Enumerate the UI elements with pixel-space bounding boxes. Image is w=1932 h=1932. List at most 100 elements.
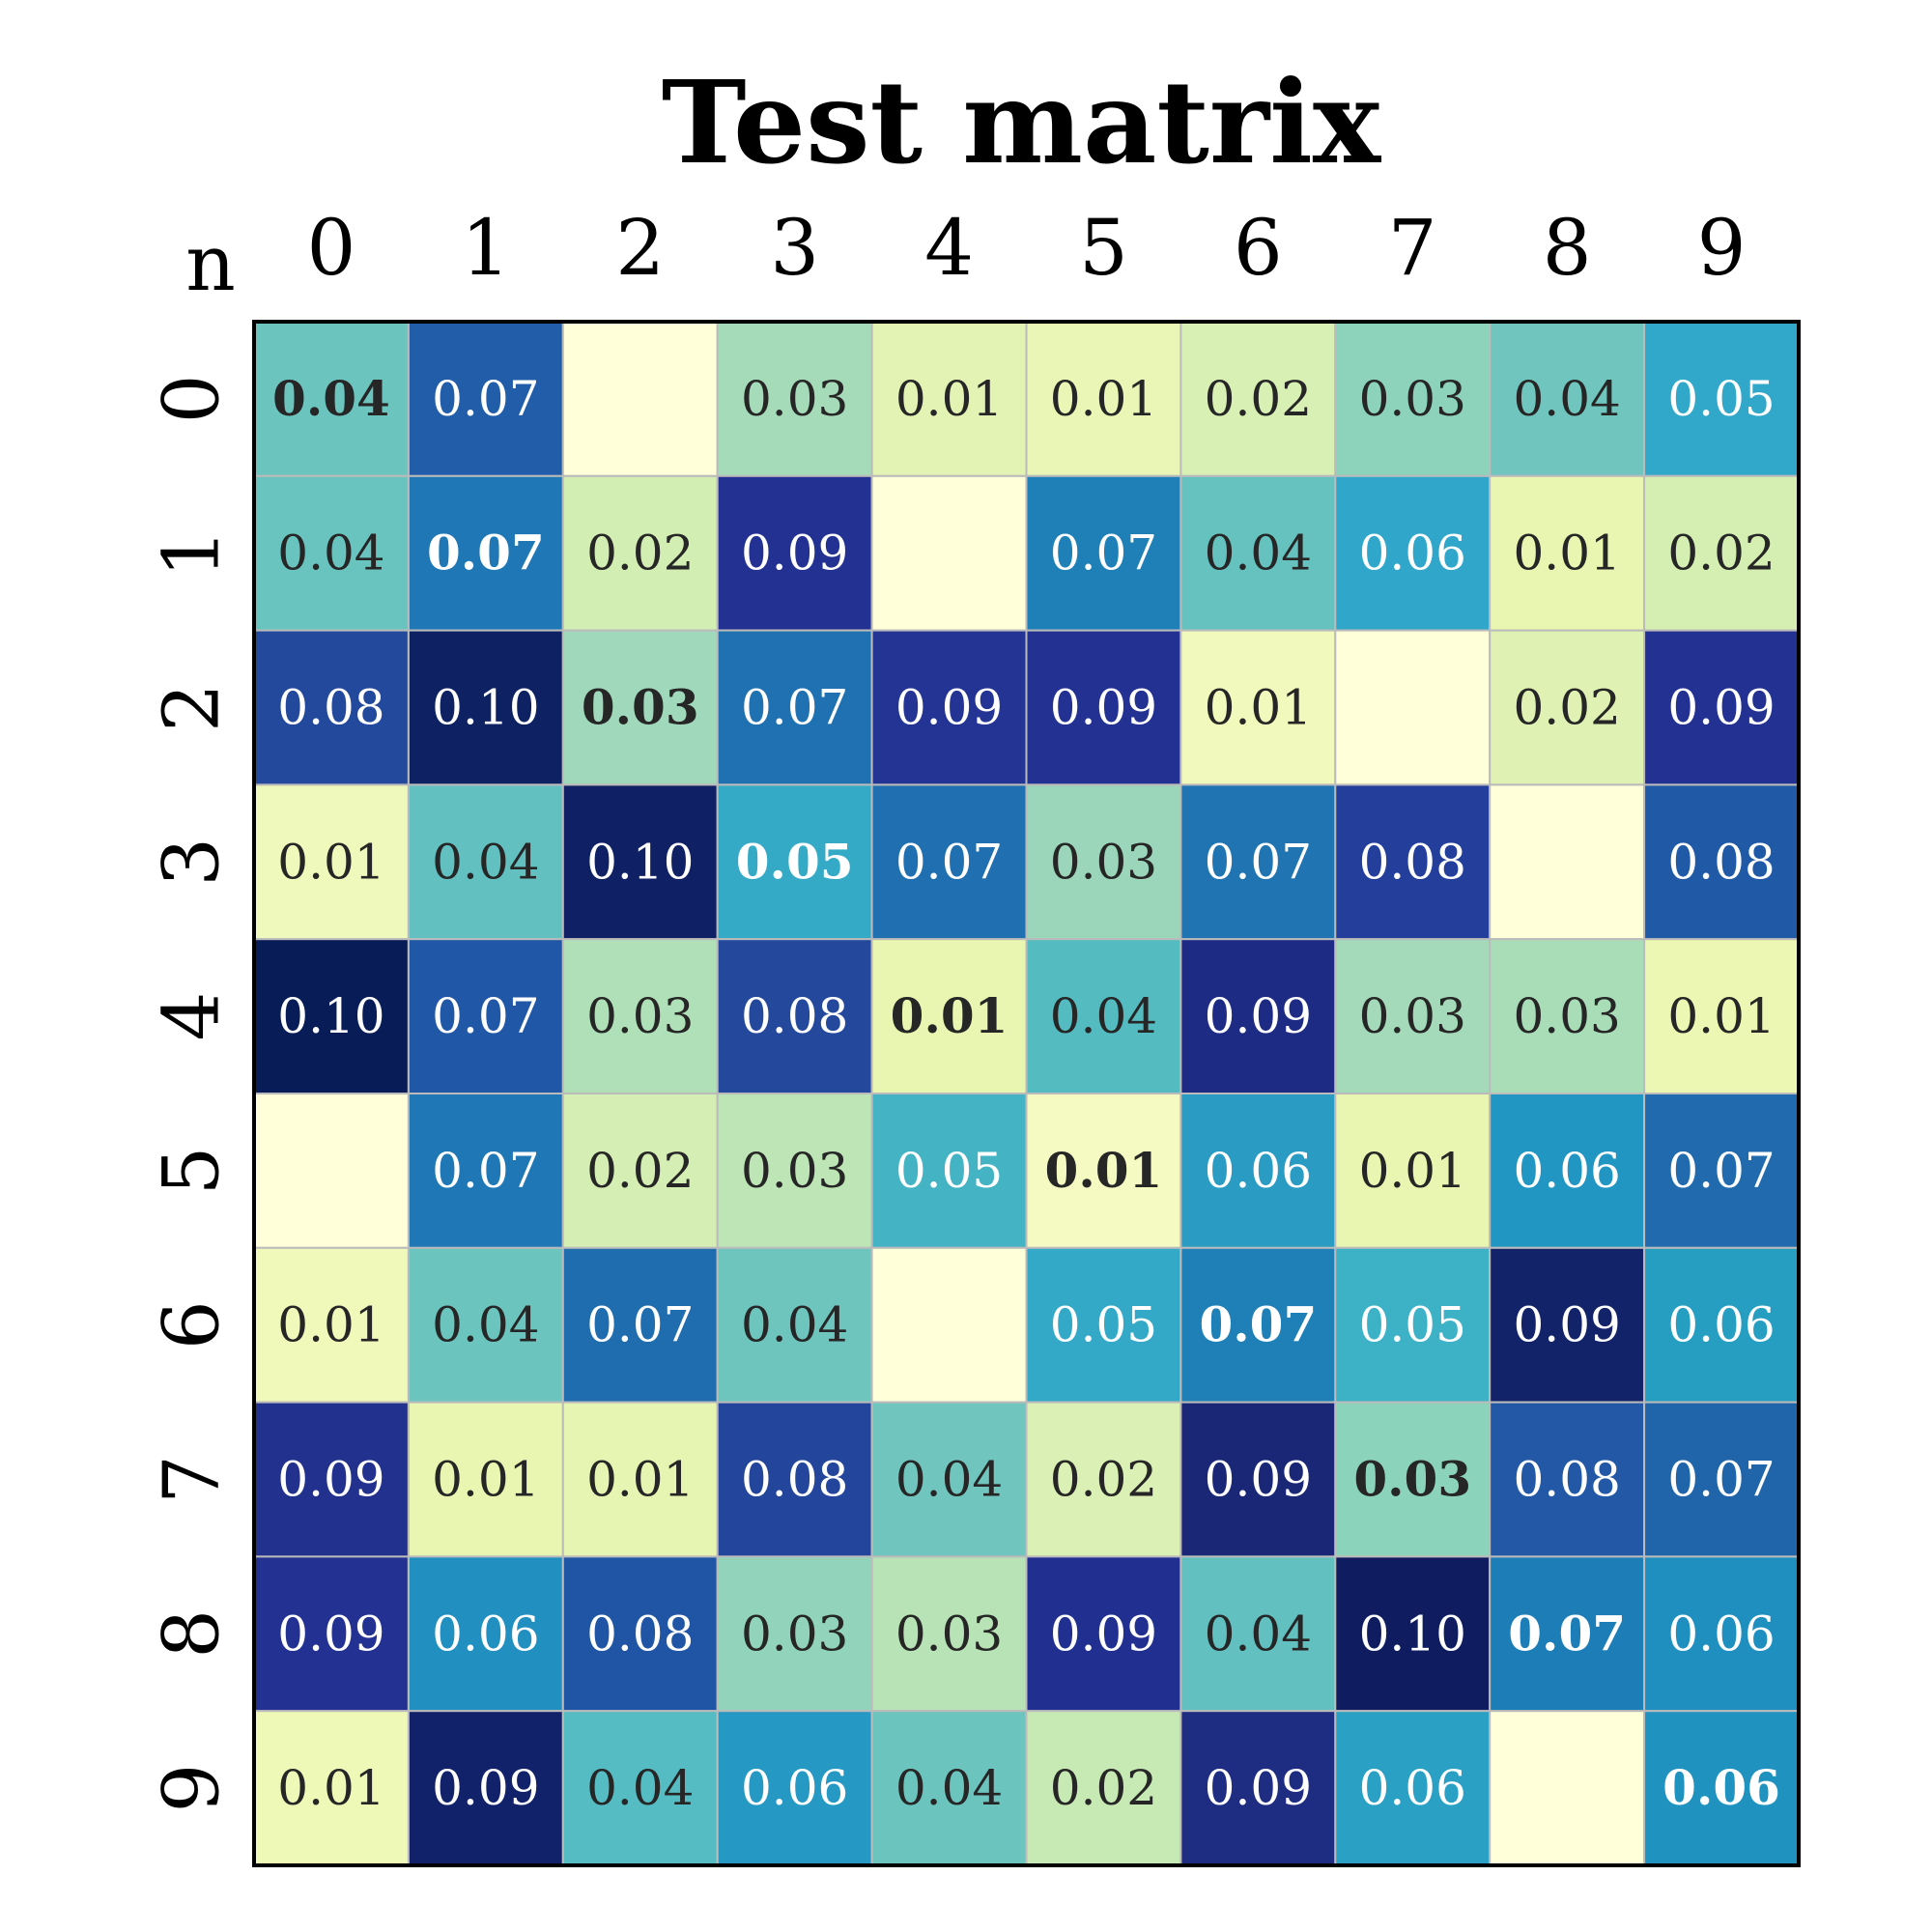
cell-value-r2-c1: 0.10 [432, 680, 539, 736]
cell-value-r1-c7: 0.06 [1359, 526, 1466, 582]
heatmap-cell-r2-c7 [1334, 629, 1492, 786]
y-tick-label-5: 5 [147, 1146, 237, 1195]
plot-frame [252, 320, 1801, 1867]
cell-value-r5-c3: 0.03 [741, 1143, 848, 1199]
cell-value-r7-c6: 0.09 [1205, 1452, 1312, 1508]
cell-value-r7-c7: 0.03 [1353, 1451, 1471, 1508]
y-tick-label-1: 1 [147, 528, 237, 578]
heatmap-cell-r4-c3 [716, 938, 873, 1095]
x-tick-label-5: 5 [1079, 203, 1128, 293]
cell-value-r6-c1: 0.04 [432, 1297, 539, 1353]
cell-value-r1-c8: 0.01 [1513, 526, 1620, 582]
heatmap-cell-r6-c0 [253, 1246, 410, 1404]
cell-value-r3-c3: 0.05 [736, 833, 854, 890]
cell-value-r1-c0: 0.04 [277, 526, 384, 582]
cell-value-r0-c7: 0.03 [1359, 371, 1466, 427]
cell-value-r0-c0: 0.04 [272, 370, 390, 427]
heatmap-cell-r5-c5 [1025, 1093, 1182, 1249]
y-tick-label-3: 3 [147, 838, 237, 887]
heatmap-cell-r2-c9 [1643, 629, 1800, 786]
cell-value-r3-c0: 0.01 [277, 834, 384, 890]
heatmap-cell-r8-c7 [1334, 1555, 1492, 1713]
heatmap-cell-r4-c6 [1179, 938, 1337, 1095]
heatmap-cell-r8-c8 [1489, 1555, 1646, 1713]
heatmap-cell-r4-c5 [1025, 938, 1182, 1095]
cell-value-r9-c6: 0.09 [1205, 1760, 1312, 1816]
cell-value-r5-c7: 0.01 [1359, 1143, 1466, 1199]
cell-value-r7-c1: 0.01 [432, 1452, 539, 1508]
heatmap-cell-r9-c3 [716, 1710, 873, 1866]
cell-value-r9-c9: 0.06 [1662, 1759, 1780, 1816]
heatmap-cell-r3-c0 [253, 783, 410, 941]
cell-value-r3-c9: 0.08 [1667, 834, 1775, 890]
y-tick-label-7: 7 [147, 1455, 237, 1504]
cell-value-r8-c2: 0.08 [586, 1605, 694, 1662]
y-tick-label-0: 0 [147, 374, 237, 423]
x-tick-label-4: 4 [924, 203, 974, 293]
corner-label: n [185, 218, 236, 308]
heatmap-cell-r8-c3 [716, 1555, 873, 1713]
cell-value-r3-c6: 0.07 [1205, 834, 1312, 890]
cell-value-r0-c9: 0.05 [1667, 371, 1775, 427]
heatmap-cell-r4-c2 [561, 938, 719, 1095]
cell-value-r3-c7: 0.08 [1359, 834, 1466, 890]
heatmap-cell-r3-c1 [407, 783, 564, 941]
cell-value-r8-c5: 0.09 [1050, 1605, 1157, 1662]
cell-value-r0-c5: 0.01 [1050, 371, 1157, 427]
cell-value-r6-c3: 0.04 [741, 1297, 848, 1353]
cell-value-r1-c1: 0.07 [427, 525, 545, 582]
cell-value-r8-c1: 0.06 [432, 1605, 539, 1662]
cell-value-r2-c3: 0.07 [741, 680, 848, 736]
cell-value-r2-c0: 0.08 [277, 680, 384, 736]
heatmap-cell-r4-c9 [1643, 938, 1800, 1095]
heatmap-cell-r0-c8 [1489, 321, 1646, 477]
y-tick-labels: 0 1 2 3 4 5 6 7 8 9 [147, 374, 237, 1812]
heatmap-cell-r8-c2 [561, 1555, 719, 1713]
cell-value-r9-c2: 0.04 [586, 1760, 694, 1816]
cell-value-r6-c2: 0.07 [586, 1297, 694, 1353]
cell-value-r4-c8: 0.03 [1513, 988, 1620, 1044]
cell-value-r8-c7: 0.10 [1359, 1605, 1466, 1662]
cell-value-r6-c8: 0.09 [1513, 1297, 1620, 1353]
cell-value-r8-c3: 0.03 [741, 1605, 848, 1662]
heatmap-cell-r3-c7 [1334, 783, 1492, 941]
heatmap-cell-r5-c8 [1489, 1093, 1646, 1249]
cell-value-r4-c3: 0.08 [741, 988, 848, 1044]
cell-value-r8-c8: 0.07 [1508, 1605, 1626, 1662]
heatmap-cell-r9-c0 [253, 1710, 410, 1866]
heatmap-cell-r7-c9 [1643, 1401, 1800, 1558]
cell-value-r9-c1: 0.09 [432, 1760, 539, 1816]
heatmap-cell-r9-c6 [1179, 1710, 1337, 1866]
cell-value-r5-c4: 0.05 [895, 1143, 1003, 1199]
cell-value-r4-c9: 0.01 [1667, 988, 1775, 1044]
cell-value-r9-c7: 0.06 [1359, 1760, 1466, 1816]
cell-value-r0-c3: 0.03 [741, 371, 848, 427]
cell-value-r4-c4: 0.01 [891, 987, 1009, 1044]
cell-value-r9-c3: 0.06 [741, 1760, 848, 1816]
heatmap-cell-r1-c2 [561, 474, 719, 632]
cell-value-r4-c2: 0.03 [586, 988, 694, 1044]
x-tick-label-9: 9 [1697, 203, 1747, 293]
cell-value-r8-c4: 0.03 [895, 1605, 1003, 1662]
heatmap-cell-r6-c6 [1179, 1246, 1337, 1404]
x-tick-labels: 0 1 2 3 4 5 6 7 8 9 [306, 203, 1746, 293]
cell-value-r7-c5: 0.02 [1050, 1452, 1157, 1508]
cell-value-r2-c4: 0.09 [895, 680, 1003, 736]
heatmap-cell-r2-c3 [716, 629, 873, 786]
cell-value-r5-c6: 0.06 [1205, 1143, 1312, 1199]
cell-value-r0-c8: 0.04 [1513, 371, 1620, 427]
heatmap-cell-r5-c3 [716, 1093, 873, 1249]
cell-value-r0-c1: 0.07 [432, 371, 539, 427]
cell-value-r7-c4: 0.04 [895, 1452, 1003, 1508]
cell-value-r9-c0: 0.01 [277, 1760, 384, 1816]
heatmap-cell-r8-c9 [1643, 1555, 1800, 1713]
heatmap-cell-r2-c0 [253, 629, 410, 786]
cell-value-r5-c9: 0.07 [1667, 1143, 1775, 1199]
heatmap-cell-r8-c0 [253, 1555, 410, 1713]
cell-value-r9-c4: 0.04 [895, 1760, 1003, 1816]
cell-value-r4-c6: 0.09 [1205, 988, 1312, 1044]
heatmap-cell-r0-c4 [870, 321, 1028, 477]
heatmap-cell-r6-c9 [1643, 1246, 1800, 1404]
heatmap-cell-r5-c2 [561, 1093, 719, 1249]
cell-value-r2-c8: 0.02 [1513, 680, 1620, 736]
